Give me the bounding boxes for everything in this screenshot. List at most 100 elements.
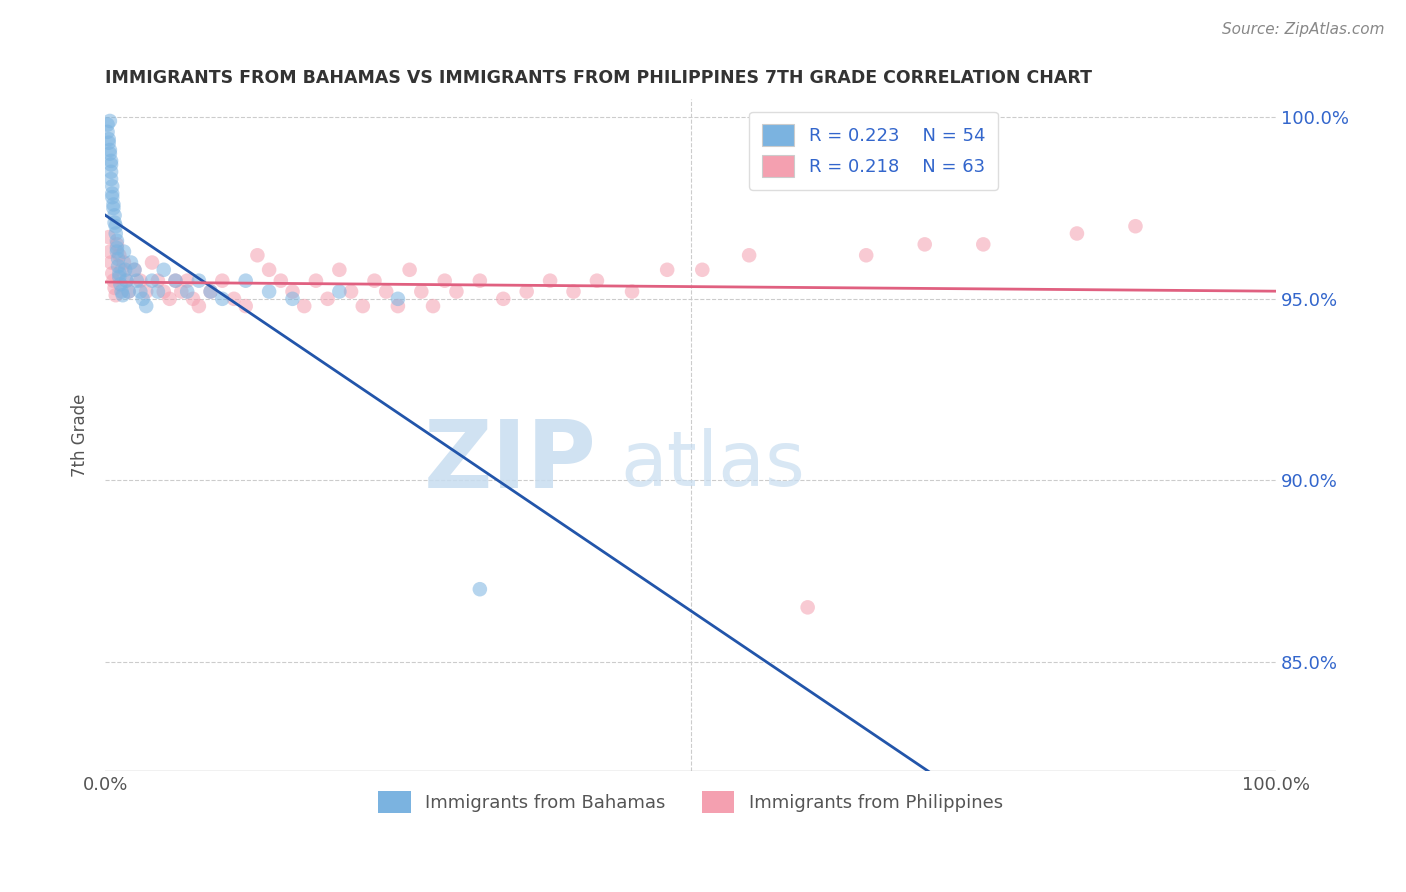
Point [562, 285, 585, 299]
Point [115, 274, 138, 288]
Point [117, 285, 139, 299]
Point [101, 267, 124, 281]
Point [516, 285, 538, 299]
Point [100, 172, 122, 186]
Point [165, 274, 187, 288]
Point [131, 292, 153, 306]
Point [100, 255, 122, 269]
Point [468, 274, 491, 288]
Point [146, 285, 169, 299]
Point [446, 285, 468, 299]
Point [124, 262, 146, 277]
Point [114, 262, 136, 277]
Point [257, 285, 280, 299]
Point [914, 237, 936, 252]
Point [101, 190, 124, 204]
Point [165, 274, 187, 288]
Point [292, 299, 315, 313]
Point [104, 219, 127, 234]
Point [108, 248, 131, 262]
Point [159, 292, 181, 306]
Point [101, 186, 124, 201]
Point [281, 285, 304, 299]
Point [468, 582, 491, 597]
Point [200, 285, 222, 299]
Point [328, 262, 350, 277]
Point [125, 274, 148, 288]
Point [103, 274, 125, 288]
Point [352, 299, 374, 313]
Point [187, 299, 209, 313]
Point [270, 274, 292, 288]
Point [1125, 219, 1147, 234]
Point [855, 248, 877, 262]
Point [305, 274, 328, 288]
Point [222, 292, 245, 306]
Point [387, 299, 409, 313]
Point [103, 208, 125, 222]
Text: IMMIGRANTS FROM BAHAMAS VS IMMIGRANTS FROM PHILIPPINES 7TH GRADE CORRELATION CHA: IMMIGRANTS FROM BAHAMAS VS IMMIGRANTS FR… [105, 69, 1092, 87]
Point [129, 274, 152, 288]
Point [96, 125, 118, 139]
Point [104, 288, 127, 302]
Point [621, 285, 644, 299]
Point [246, 248, 269, 262]
Point [363, 274, 385, 288]
Point [97, 136, 120, 150]
Point [211, 274, 233, 288]
Point [115, 274, 138, 288]
Point [972, 237, 994, 252]
Point [104, 227, 127, 241]
Text: Source: ZipAtlas.com: Source: ZipAtlas.com [1222, 22, 1385, 37]
Point [101, 179, 124, 194]
Point [398, 262, 420, 277]
Point [111, 288, 134, 302]
Point [105, 234, 128, 248]
Point [97, 132, 120, 146]
Point [738, 248, 761, 262]
Point [433, 274, 456, 288]
Text: ZIP: ZIP [425, 416, 598, 508]
Point [538, 274, 561, 288]
Point [98, 114, 121, 128]
Point [492, 292, 515, 306]
Y-axis label: 7th Grade: 7th Grade [72, 393, 89, 476]
Point [100, 157, 122, 171]
Point [387, 292, 409, 306]
Point [135, 299, 157, 313]
Point [181, 292, 204, 306]
Legend: Immigrants from Bahamas, Immigrants from Philippines: Immigrants from Bahamas, Immigrants from… [370, 782, 1012, 822]
Point [105, 241, 128, 255]
Point [103, 216, 125, 230]
Point [124, 262, 146, 277]
Point [103, 197, 125, 211]
Point [176, 285, 198, 299]
Point [257, 262, 280, 277]
Point [110, 262, 132, 277]
Point [107, 252, 129, 266]
Point [112, 244, 135, 259]
Point [375, 285, 398, 299]
Point [110, 277, 132, 292]
Point [135, 285, 157, 299]
Point [141, 274, 163, 288]
Point [152, 285, 174, 299]
Point [96, 118, 118, 132]
Point [586, 274, 609, 288]
Point [117, 285, 139, 299]
Point [657, 262, 679, 277]
Point [187, 274, 209, 288]
Point [235, 274, 257, 288]
Point [97, 230, 120, 244]
Point [108, 267, 131, 281]
Point [110, 285, 132, 299]
Point [796, 600, 818, 615]
Point [112, 255, 135, 269]
Point [422, 299, 444, 313]
Point [235, 299, 257, 313]
Point [200, 285, 222, 299]
Point [108, 270, 131, 285]
Text: atlas: atlas [620, 428, 806, 502]
Point [105, 237, 128, 252]
Point [103, 281, 125, 295]
